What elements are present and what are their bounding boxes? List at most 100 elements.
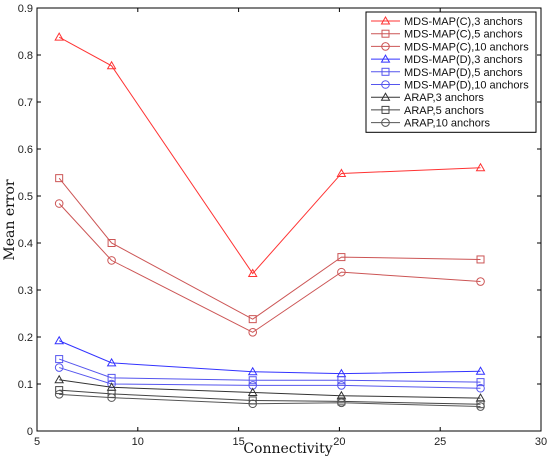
y-tick-label: 0.6 bbox=[18, 144, 33, 156]
legend-marker bbox=[381, 67, 390, 76]
x-tick-label: 10 bbox=[132, 436, 144, 448]
data-point bbox=[54, 390, 64, 399]
y-tick-label: 0.5 bbox=[18, 191, 33, 203]
data-point bbox=[337, 376, 346, 385]
legend-label: MDS-MAP(C),5 anchors bbox=[404, 29, 523, 41]
data-point bbox=[248, 399, 258, 409]
data-point bbox=[107, 256, 116, 265]
legend-label: MDS-MAP(C),3 anchors bbox=[404, 16, 523, 28]
legend-item: ARAP,10 anchors bbox=[371, 118, 491, 130]
y-tick-label: 0.3 bbox=[18, 285, 33, 297]
series-6 bbox=[54, 363, 485, 393]
y-tick-label: 0.8 bbox=[18, 50, 33, 62]
data-point bbox=[55, 355, 64, 364]
data-point bbox=[54, 335, 65, 345]
data-point bbox=[106, 60, 117, 70]
data-point bbox=[247, 387, 258, 396]
series-4 bbox=[54, 335, 486, 378]
series-line bbox=[59, 393, 481, 408]
y-tick-label: 0.2 bbox=[18, 332, 33, 344]
data-point bbox=[476, 378, 485, 387]
data-point bbox=[107, 373, 116, 382]
series-1 bbox=[54, 32, 486, 278]
series-2 bbox=[55, 174, 485, 324]
series-line bbox=[58, 177, 481, 320]
data-point bbox=[248, 328, 258, 337]
x-tick-label: 15 bbox=[232, 436, 244, 448]
y-tick-label: 0 bbox=[27, 426, 33, 438]
data-point bbox=[54, 374, 65, 384]
legend-marker bbox=[381, 118, 390, 127]
legend-label: ARAP,5 anchors bbox=[404, 105, 484, 117]
legend-item: MDS-MAP(D),5 anchors bbox=[371, 67, 523, 79]
series-line bbox=[59, 358, 481, 383]
data-point bbox=[337, 267, 346, 277]
data-point bbox=[107, 379, 116, 389]
data-point bbox=[476, 277, 485, 286]
data-point bbox=[107, 239, 116, 247]
x-tick-label: 30 bbox=[535, 436, 547, 448]
legend-item: ARAP,3 anchors bbox=[371, 92, 484, 104]
data-point bbox=[248, 376, 257, 385]
y-axis-label: Mean error bbox=[2, 179, 18, 261]
legend-marker bbox=[380, 15, 391, 25]
data-point bbox=[337, 253, 346, 262]
series-line bbox=[58, 203, 481, 333]
data-point bbox=[106, 357, 117, 367]
y-tick-label: 0.1 bbox=[18, 379, 33, 391]
series-line bbox=[59, 367, 481, 389]
data-point bbox=[476, 383, 485, 393]
legend-label: ARAP,3 anchors bbox=[404, 92, 484, 104]
series-line bbox=[59, 379, 481, 399]
data-point bbox=[476, 255, 485, 264]
data-point bbox=[247, 268, 258, 278]
data-point bbox=[248, 315, 257, 324]
series-line bbox=[58, 36, 481, 275]
legend-marker bbox=[381, 29, 390, 38]
series-3 bbox=[54, 199, 485, 337]
data-point bbox=[475, 366, 486, 375]
data-point bbox=[55, 174, 64, 183]
data-point bbox=[54, 32, 65, 41]
data-point bbox=[107, 393, 116, 402]
data-point bbox=[247, 366, 258, 376]
legend-item: MDS-MAP(D),10 anchors bbox=[371, 80, 529, 92]
series-5 bbox=[55, 355, 485, 387]
legend-marker bbox=[380, 54, 391, 63]
legend-marker bbox=[381, 105, 390, 114]
legend-marker bbox=[380, 92, 391, 101]
x-tick-label: 5 bbox=[34, 436, 40, 448]
series-9 bbox=[54, 390, 485, 411]
legend-label: MDS-MAP(D),3 anchors bbox=[404, 54, 523, 66]
legend-item: ARAP,5 anchors bbox=[371, 105, 484, 117]
legend-item: MDS-MAP(D),3 anchors bbox=[371, 54, 523, 66]
data-point bbox=[337, 398, 346, 408]
data-point bbox=[337, 381, 346, 390]
data-point bbox=[336, 168, 347, 177]
data-point bbox=[54, 363, 64, 372]
y-tick-label: 0.4 bbox=[18, 238, 33, 250]
legend-item: MDS-MAP(C),5 anchors bbox=[371, 29, 523, 41]
legend-label: MDS-MAP(D),10 anchors bbox=[404, 80, 529, 92]
series-line bbox=[59, 389, 481, 405]
data-point bbox=[55, 386, 64, 395]
y-tick-label: 0.9 bbox=[18, 3, 33, 15]
legend-marker bbox=[381, 42, 390, 51]
y-tick-label: 0.7 bbox=[18, 97, 33, 109]
x-axis-label: Connectivity bbox=[243, 441, 332, 457]
legend-label: MDS-MAP(C),10 anchors bbox=[404, 41, 529, 53]
axis-ticks: 5 10 15 20 25 30 0 0.1 0.2 0.3 0.4 0.5 0.6 0.7 0.8 0.9 bbox=[18, 3, 547, 448]
series-layer bbox=[54, 32, 486, 411]
x-tick-label: 25 bbox=[434, 436, 446, 448]
data-point bbox=[475, 162, 486, 172]
data-point bbox=[54, 199, 64, 208]
series-line bbox=[58, 340, 481, 375]
legend-item: MDS-MAP(C),10 anchors bbox=[371, 41, 529, 53]
legend-marker bbox=[381, 80, 390, 89]
legend-label: MDS-MAP(D),5 anchors bbox=[404, 67, 523, 79]
data-point bbox=[476, 402, 485, 411]
legend-label: ARAP,10 anchors bbox=[404, 118, 491, 130]
x-tick-label: 20 bbox=[333, 436, 345, 448]
